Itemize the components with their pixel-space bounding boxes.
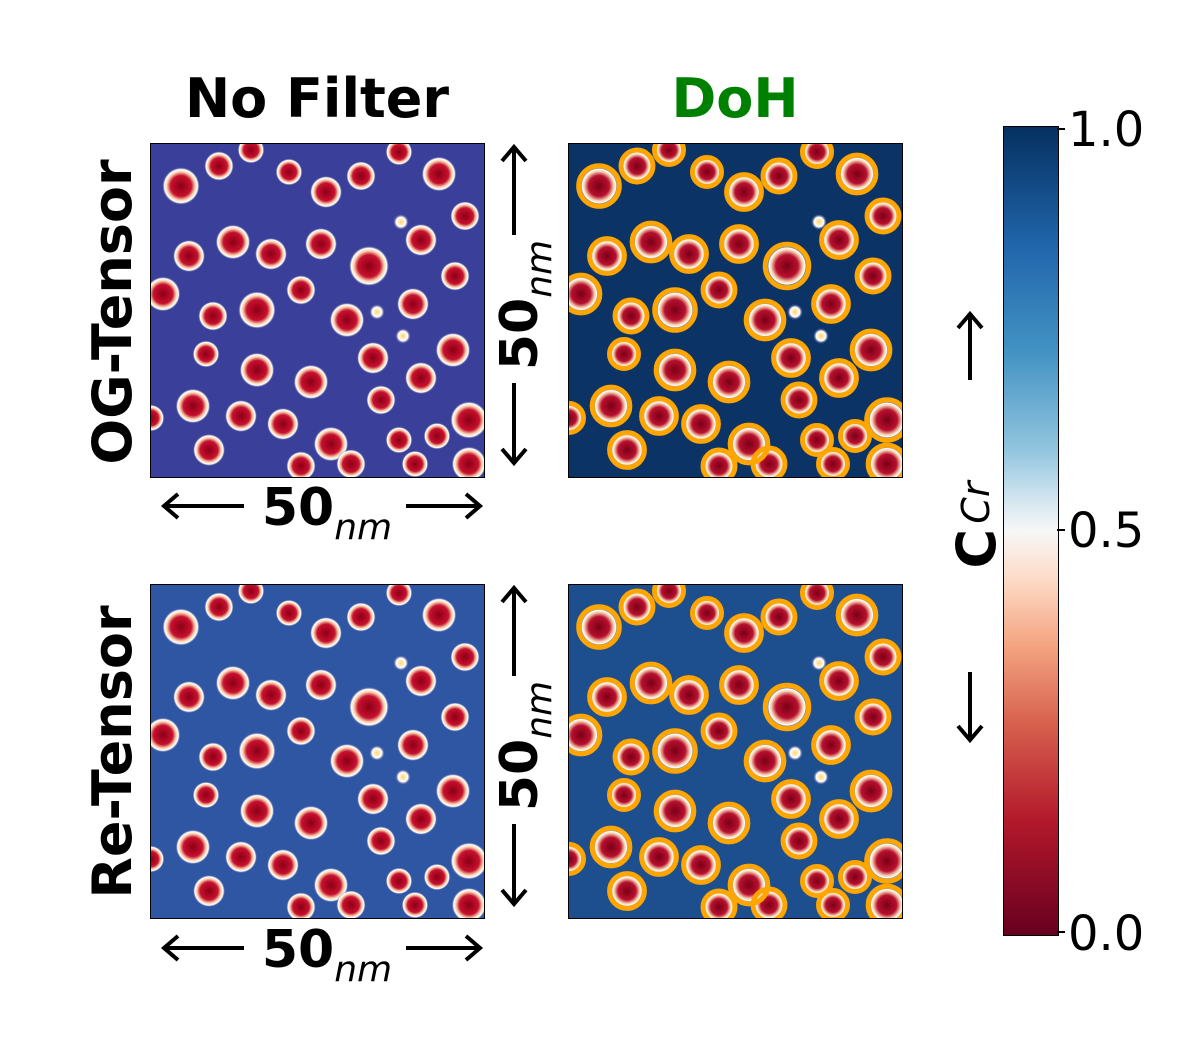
colorbar xyxy=(1003,126,1059,936)
colorbar-arrows-icon xyxy=(956,310,984,744)
panel-re-no-filter xyxy=(150,584,485,919)
row-title-re-tensor: Re-Tensor xyxy=(81,605,144,899)
scale-value: 50 xyxy=(261,920,335,980)
scale-bar-vertical-bottom: 50nm xyxy=(486,584,560,908)
colorbar-tick xyxy=(1057,128,1065,130)
colorbar-label-sub: Cr xyxy=(954,481,998,524)
colorbar-tick xyxy=(1057,529,1065,531)
double-arrow-icon xyxy=(500,584,528,908)
dots-og-doh xyxy=(569,144,902,477)
row-title-og-tensor: OG-Tensor xyxy=(81,159,144,465)
colorbar-tick xyxy=(1057,931,1065,933)
colorbar-label: C Cr xyxy=(940,300,1008,750)
dots-og-no-filter xyxy=(151,144,484,477)
micrograph-og-no-filter xyxy=(151,144,484,477)
column-title-no-filter: No Filter xyxy=(184,67,450,130)
scale-value: 50 xyxy=(490,738,550,812)
double-arrow-icon xyxy=(160,934,484,962)
scale-unit: nm xyxy=(519,680,560,739)
scale-bar-horizontal-top: 50nm xyxy=(160,478,484,548)
scale-bar-vertical-top: 50nm xyxy=(486,143,560,467)
micrograph-re-no-filter xyxy=(151,585,484,918)
micrograph-re-doh xyxy=(569,585,902,918)
panel-og-doh xyxy=(568,143,903,478)
column-title-doh: DoH xyxy=(671,67,799,130)
colorbar-tick-label-min: 0.0 xyxy=(1068,906,1145,962)
scale-bar-horizontal-bottom: 50nm xyxy=(160,918,484,990)
dots-re-no-filter xyxy=(151,585,484,918)
panel-og-no-filter xyxy=(150,143,485,478)
colorbar-tick-label-mid: 0.5 xyxy=(1068,503,1145,559)
double-arrow-icon xyxy=(500,143,528,467)
doh-detection-rings-re xyxy=(569,585,902,918)
scale-unit: nm xyxy=(334,507,393,548)
colorbar-label-main: C xyxy=(945,528,1008,569)
panel-re-doh xyxy=(568,584,903,919)
scale-value: 50 xyxy=(490,297,550,371)
colorbar-tick-label-max: 1.0 xyxy=(1068,102,1145,158)
double-arrow-icon xyxy=(160,492,484,520)
micrograph-og-doh xyxy=(569,144,902,477)
scale-value: 50 xyxy=(261,478,335,538)
scale-unit: nm xyxy=(334,949,393,990)
dots-re-doh xyxy=(569,585,902,918)
doh-detection-rings-og xyxy=(569,144,902,477)
scale-unit: nm xyxy=(519,239,560,298)
